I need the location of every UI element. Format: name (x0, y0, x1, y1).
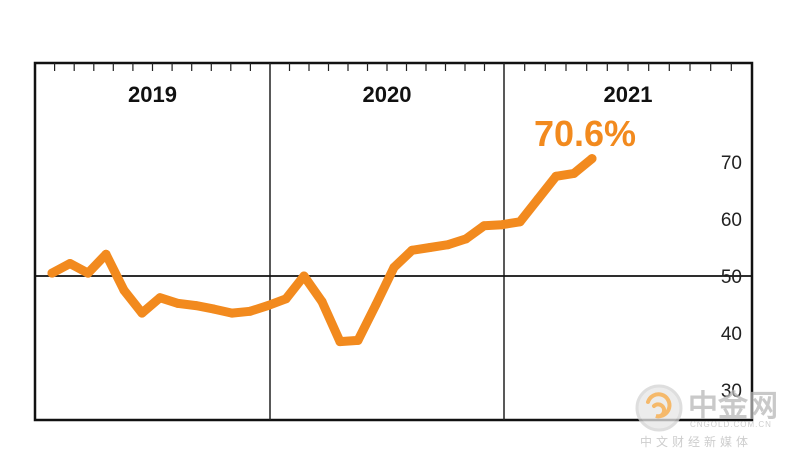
data-point (461, 234, 471, 244)
month-ticks (53, 63, 732, 71)
data-point (191, 301, 201, 311)
watermark-url: CNGOLD.COM.CN (690, 420, 772, 429)
data-point (281, 294, 291, 304)
data-point (155, 293, 165, 303)
data-point (317, 297, 327, 307)
watermark-subtitle: 中文财经新媒体 (640, 434, 752, 449)
y-tick-label-50: 50 (721, 267, 742, 288)
plot-frame (33, 61, 754, 422)
data-point (443, 240, 453, 250)
data-point (587, 154, 597, 164)
data-point (569, 168, 579, 178)
data-point (335, 337, 345, 347)
period-label-2021: 2021 (604, 82, 653, 107)
data-point (551, 171, 561, 181)
data-point (173, 298, 183, 308)
data-point (209, 304, 219, 314)
data-point (65, 259, 75, 268)
data-point (83, 268, 93, 278)
data-point (299, 271, 309, 281)
data-point (425, 243, 435, 252)
data-point (497, 220, 507, 230)
data-point (263, 301, 273, 311)
y-axis-tick-labels: 30 40 50 60 70 (721, 153, 742, 402)
watermark: 中金网 CNGOLD.COM.CN 中文财经新媒体 (635, 384, 778, 449)
data-point (353, 335, 363, 345)
y-tick-label-70: 70 (721, 153, 742, 174)
y-tick-label-30: 30 (721, 381, 742, 402)
data-points (47, 154, 597, 347)
data-point (137, 308, 147, 318)
coin-swirl-icon (635, 384, 683, 432)
period-label-2020: 2020 (363, 82, 412, 107)
data-point (515, 217, 525, 227)
data-point (119, 285, 129, 295)
data-point (389, 262, 399, 272)
data-point (407, 245, 417, 255)
period-label-2019: 2019 (128, 82, 177, 107)
data-point (101, 249, 111, 259)
y-tick-label-60: 60 (721, 210, 742, 231)
series-line (47, 154, 597, 347)
data-point (47, 268, 57, 278)
latest-value-callout: 70.6% (534, 113, 636, 154)
period-labels: 2019 2020 2021 (128, 82, 652, 107)
data-point (227, 308, 237, 318)
data-point (533, 194, 543, 204)
data-point (371, 300, 381, 309)
y-tick-label-40: 40 (721, 324, 742, 345)
watermark-name: 中金网 (688, 389, 778, 424)
data-point (245, 306, 255, 316)
data-point (479, 221, 489, 231)
